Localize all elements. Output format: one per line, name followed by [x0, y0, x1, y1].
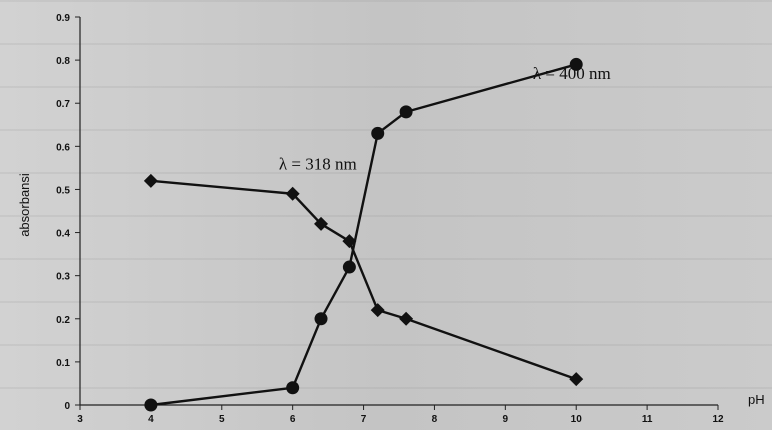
- y-tick-label: 0.9: [56, 13, 70, 24]
- y-tick-label: 0.5: [56, 185, 70, 196]
- x-tick-label: 12: [712, 414, 724, 425]
- x-tick-label: 11: [642, 414, 653, 425]
- y-tick-label: 0.4: [56, 229, 70, 240]
- data-point-diamond: [342, 234, 357, 249]
- data-point-circle: [314, 312, 328, 326]
- annotation-318nm: λ = 318 nm: [279, 155, 357, 174]
- y-axis-title: absorbansi: [17, 173, 32, 237]
- chart-labels: absorbansi pH λ = 318 nm λ = 400 nm: [17, 64, 765, 407]
- data-point-circle: [286, 381, 300, 395]
- data-point-circle: [144, 398, 158, 412]
- x-tick-label: 9: [503, 414, 509, 425]
- data-point-diamond: [314, 216, 329, 231]
- annotation-400nm: λ = 400 nm: [533, 64, 611, 83]
- data-point-circle: [342, 260, 356, 274]
- data-point-diamond: [569, 372, 584, 387]
- y-tick-label: 0.1: [56, 358, 70, 369]
- x-tick-label: 4: [148, 414, 154, 425]
- data-point-diamond: [370, 303, 385, 318]
- y-tick-label: 0.7: [56, 99, 70, 110]
- data-point-diamond: [143, 173, 158, 188]
- data-point-diamond: [285, 186, 300, 201]
- data-point-circle: [569, 57, 583, 71]
- x-tick-label: 8: [432, 414, 438, 425]
- chart-axes: 3 4 5 6 7 8 9 10 11 12 0 0.1 0.2 0.3 0.4 0.5 0.6 0.7 0.8 0.…: [56, 13, 724, 425]
- y-tick-label: 0.8: [56, 56, 70, 67]
- x-tick-label: 7: [361, 414, 367, 425]
- series-line-2: [150, 63, 577, 407]
- x-tick-label: 5: [219, 414, 225, 425]
- data-point-circle: [399, 105, 413, 119]
- x-tick-label: 10: [571, 414, 583, 425]
- x-tick-label: 6: [290, 414, 296, 425]
- data-point-circle: [371, 126, 385, 140]
- y-tick-label: 0.6: [56, 142, 70, 153]
- x-tick-label: 3: [77, 414, 83, 425]
- y-tick-label: 0.3: [56, 272, 70, 283]
- chart-series: [143, 57, 584, 412]
- y-tick-label: 0.2: [56, 315, 70, 326]
- y-tick-label: 0: [64, 401, 70, 412]
- data-point-diamond: [399, 311, 414, 326]
- series-line-1: [150, 179, 577, 381]
- x-axis-title: pH: [748, 392, 765, 407]
